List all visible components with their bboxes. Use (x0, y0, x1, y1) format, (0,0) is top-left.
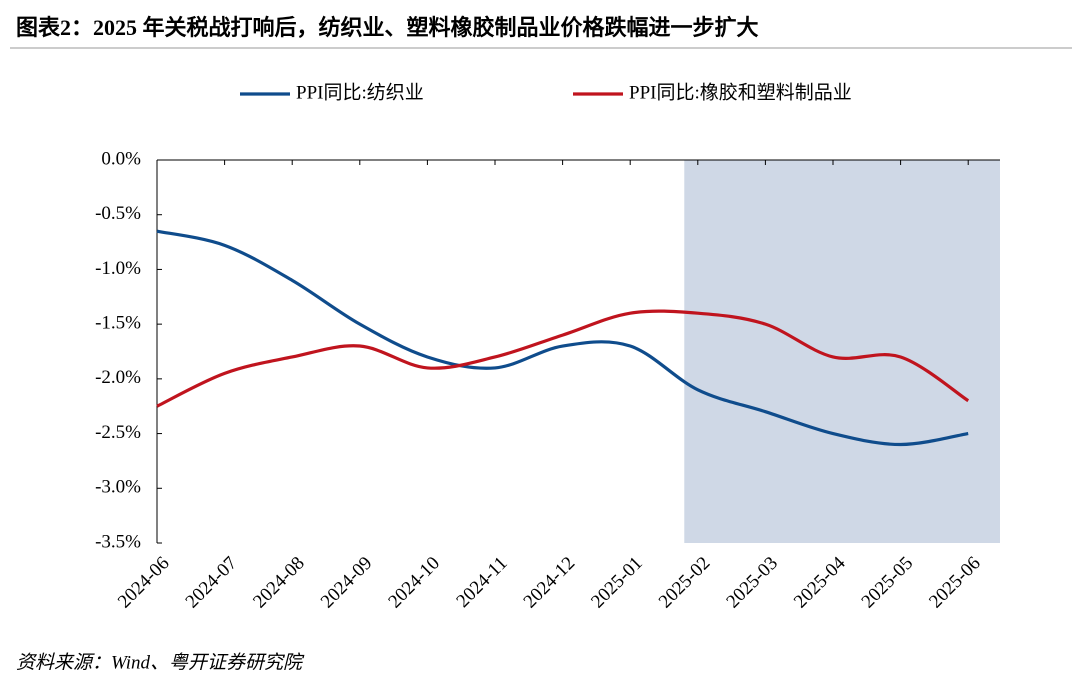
x-tick-label: 2024-11 (452, 553, 511, 612)
series-line (156, 229, 969, 447)
x-tick-label: 2024-12 (520, 553, 580, 613)
x-tick-label: 2024-10 (384, 553, 444, 613)
x-tick-label: 2025-04 (790, 552, 850, 612)
y-tick-label: -3.5% (95, 531, 141, 552)
x-tick-label: 2024-09 (317, 553, 377, 613)
x-tick-label: 2025-06 (925, 553, 985, 613)
y-tick-label: -2.0% (95, 367, 141, 388)
legend-label: PPI同比:纺织业 (296, 81, 424, 103)
x-tick-label: 2024-06 (114, 553, 174, 613)
source-note: 资料来源：Wind、粤开证券研究院 (16, 651, 305, 673)
x-tick-label: 2025-02 (655, 553, 715, 613)
chart-title: 图表2：2025 年关税战打响后，纺织业、塑料橡胶制品业价格跌幅进一步扩大 (16, 15, 759, 40)
series-line (156, 309, 970, 408)
y-tick-label: -0.5% (95, 203, 141, 224)
y-tick-label: -1.5% (95, 313, 141, 334)
x-tick-label: 2025-01 (587, 553, 647, 613)
y-tick-label: 0.0% (101, 148, 141, 169)
highlight-region (684, 160, 1000, 543)
x-tick-label: 2024-08 (249, 553, 309, 613)
y-tick-label: -3.0% (95, 477, 141, 498)
x-tick-label: 2025-05 (858, 553, 918, 613)
y-tick-label: -1.0% (95, 258, 141, 279)
legend-label: PPI同比:橡胶和塑料制品业 (629, 81, 852, 103)
y-tick-label: -2.5% (95, 422, 141, 443)
x-tick-label: 2025-03 (722, 553, 782, 613)
x-tick-label: 2024-07 (182, 553, 242, 613)
